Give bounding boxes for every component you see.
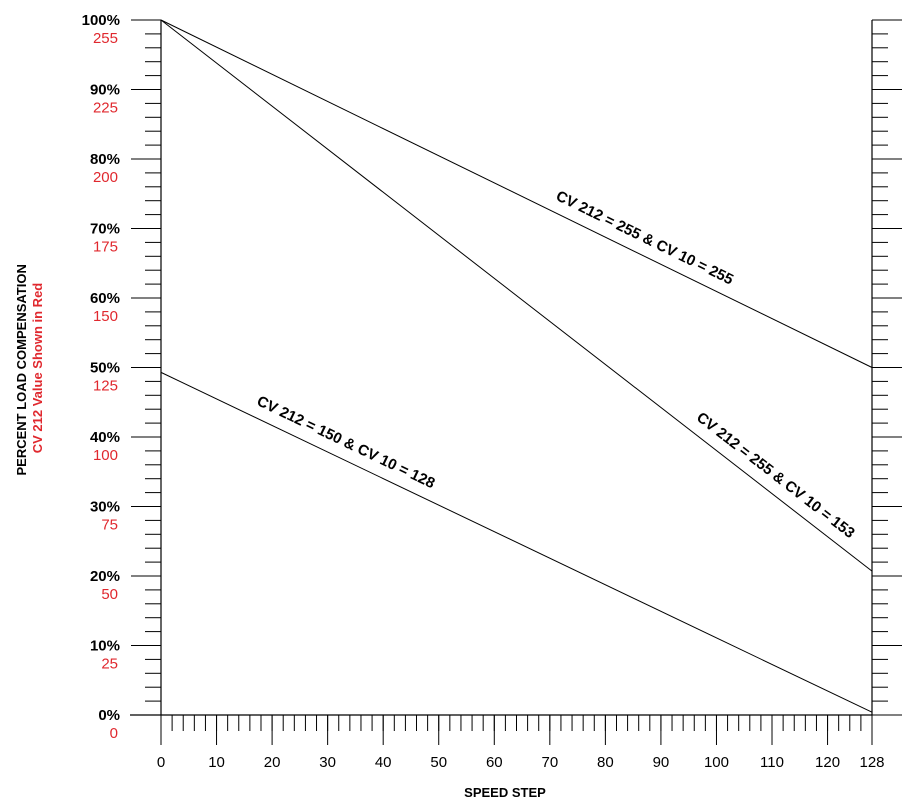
y-tick-label-percent: 10% <box>90 638 120 655</box>
y-tick-label-percent: 70% <box>90 221 120 238</box>
series-line <box>160 371 873 713</box>
x-tick-label: 20 <box>264 754 281 771</box>
x-tick-label: 40 <box>375 754 392 771</box>
series-lines <box>160 19 873 713</box>
y-tick-label-percent: 50% <box>90 360 120 377</box>
y-tick-label-cv: 225 <box>93 100 118 117</box>
series-label: CV 212 = 255 & CV 10 = 153 <box>693 409 858 542</box>
y-tick-label-cv: 200 <box>93 169 118 186</box>
y-tick-label-cv: 0 <box>110 725 118 742</box>
series-label: CV 212 = 255 & CV 10 = 255 <box>553 188 736 289</box>
series-annotations: CV 212 = 255 & CV 10 = 255 CV 212 = 255 &… <box>254 188 858 542</box>
tick-labels: 0%010%2520%5030%7540%10050%12560%15070%1… <box>82 12 885 771</box>
x-tick-label: 50 <box>430 754 447 771</box>
x-tick-label: 60 <box>486 754 503 771</box>
x-axis-title: SPEED STEP <box>464 785 546 800</box>
y-tick-label-cv: 50 <box>101 586 118 603</box>
y-tick-label-cv: 255 <box>93 30 118 47</box>
x-tick-label: 90 <box>653 754 670 771</box>
y-axis-title-red: CV 212 Value Shown in Red <box>30 283 45 454</box>
series-label: CV 212 = 150 & CV 10 = 128 <box>254 393 437 492</box>
x-tick-label: 10 <box>208 754 225 771</box>
y-tick-label-cv: 25 <box>101 656 118 673</box>
y-tick-label-percent: 60% <box>90 290 120 307</box>
y-axis-title: PERCENT LOAD COMPENSATION CV 212 Value S… <box>14 260 45 475</box>
y-tick-label-percent: 100% <box>82 12 120 29</box>
x-tick-label: 70 <box>541 754 558 771</box>
y-tick-label-cv: 100 <box>93 447 118 464</box>
x-tick-label: 100 <box>704 754 729 771</box>
x-tick-label: 30 <box>319 754 336 771</box>
x-tick-label: 128 <box>859 754 884 771</box>
y-tick-label-percent: 40% <box>90 429 120 446</box>
y-tick-label-percent: 30% <box>90 499 120 516</box>
series-line <box>160 19 873 572</box>
x-tick-label: 80 <box>597 754 614 771</box>
y-tick-label-cv: 175 <box>93 239 118 256</box>
y-tick-label-percent: 80% <box>90 151 120 168</box>
y-tick-label-percent: 20% <box>90 568 120 585</box>
y-axis-title-black: PERCENT LOAD COMPENSATION <box>14 264 29 475</box>
y-tick-label-cv: 125 <box>93 378 118 395</box>
y-tick-label-percent: 90% <box>90 82 120 99</box>
x-tick-label: 0 <box>157 754 165 771</box>
tick-marks <box>131 19 902 745</box>
x-tick-label: 110 <box>760 754 784 771</box>
x-tick-label: 120 <box>815 754 840 771</box>
y-tick-label-percent: 0% <box>98 707 120 724</box>
y-tick-label-cv: 75 <box>101 517 118 534</box>
series-line <box>160 19 873 368</box>
y-tick-label-cv: 150 <box>93 308 118 325</box>
